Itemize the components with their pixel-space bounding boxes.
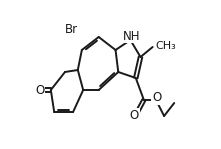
Text: NH: NH (122, 30, 140, 43)
Text: CH₃: CH₃ (155, 41, 176, 51)
Text: O: O (130, 109, 139, 122)
Text: O: O (152, 91, 161, 104)
Text: O: O (35, 83, 44, 97)
Text: Br: Br (65, 24, 78, 37)
